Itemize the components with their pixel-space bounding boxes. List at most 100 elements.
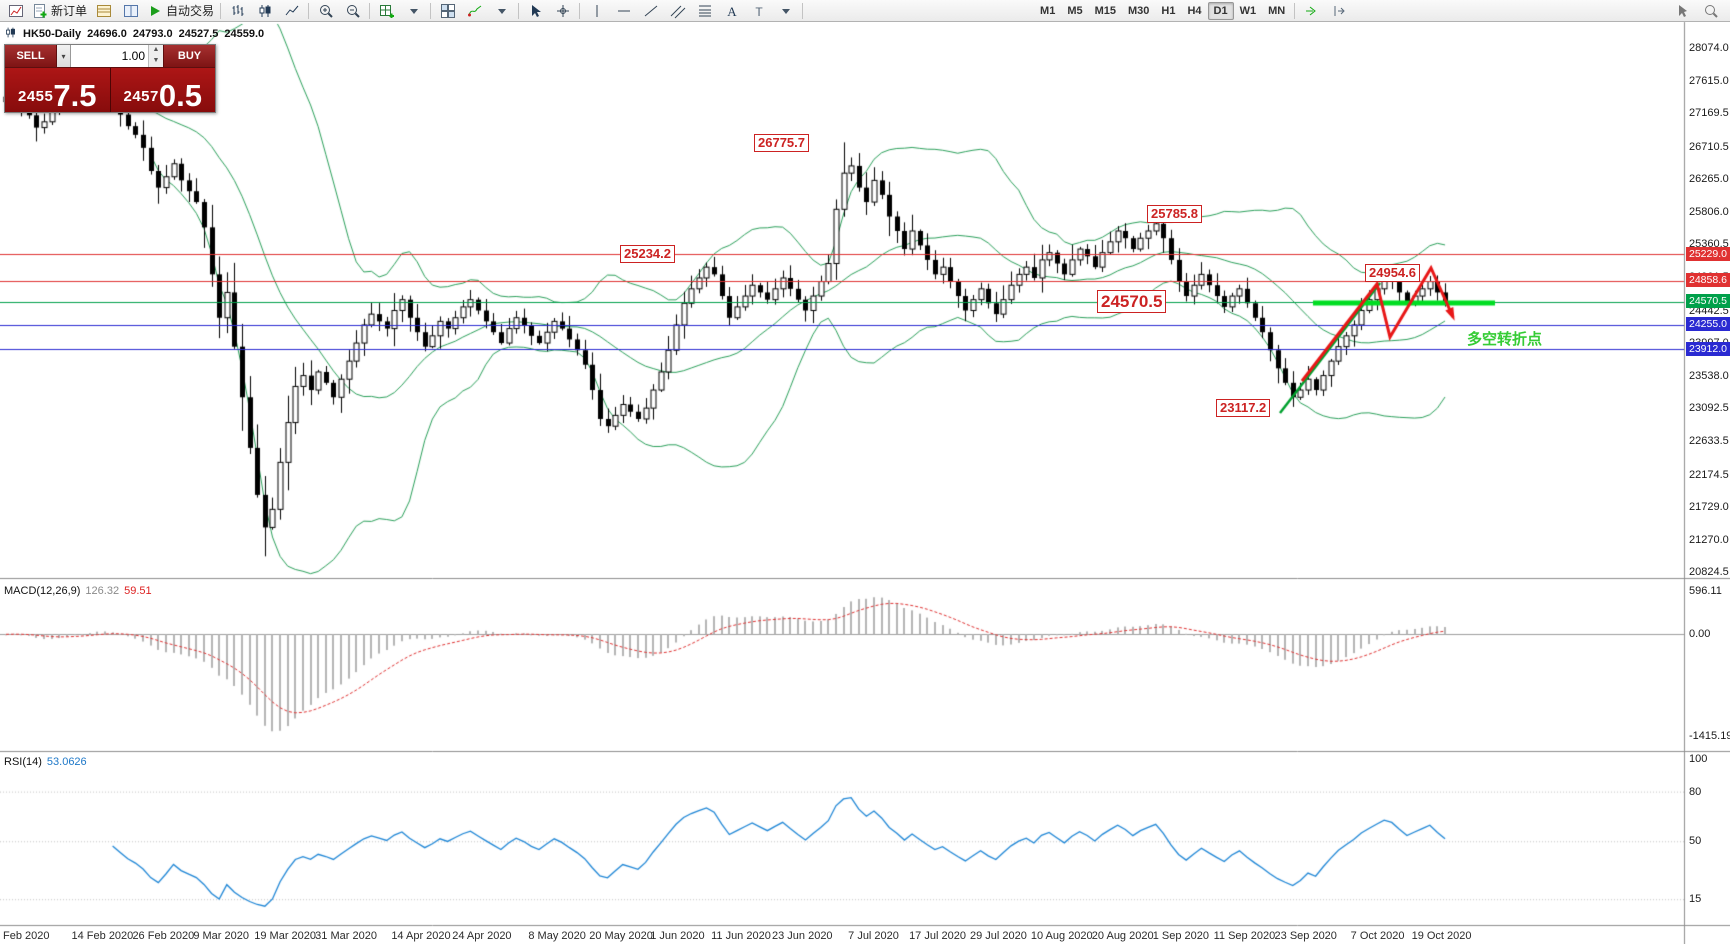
text-label-button[interactable]: T <box>745 0 772 21</box>
buy-button[interactable]: BUY <box>163 45 215 67</box>
timeframe-m1-button[interactable]: M1 <box>1040 4 1056 17</box>
date-label: 10 Aug 2020 <box>1030 930 1093 942</box>
price-tick: 21270.0 <box>1689 533 1729 546</box>
timeframe-h1-button[interactable]: H1 <box>1161 4 1176 17</box>
price-level-badge: 25229.0 <box>1686 246 1730 261</box>
autotrading-icon <box>147 3 163 19</box>
price-label-annotation[interactable]: 25234.2 <box>620 245 675 264</box>
new-order-button[interactable]: 新订单 <box>29 0 90 21</box>
timeframe-m30-button[interactable]: M30 <box>1128 4 1150 17</box>
trendline-button[interactable] <box>637 0 664 21</box>
chart-window-icon[interactable] <box>2 0 29 21</box>
autotrading-button-label: 自动交易 <box>166 4 215 18</box>
zoom-out-button[interactable] <box>339 0 366 21</box>
toolbar-separator <box>579 2 581 19</box>
cursor-icon <box>528 3 544 19</box>
price-label-annotation[interactable]: 24954.6 <box>1365 264 1420 283</box>
autotrading-button[interactable]: 自动交易 <box>144 0 217 21</box>
line-chart-button[interactable] <box>278 0 305 21</box>
indicators-button[interactable] <box>461 0 488 21</box>
price-tick: 26710.5 <box>1689 140 1729 153</box>
fibonacci-button[interactable] <box>691 0 718 21</box>
buy-price-button[interactable]: 2457 0.5 <box>110 68 215 112</box>
volume-decrease-button[interactable]: ▼ <box>149 56 163 67</box>
pointer-button[interactable] <box>1668 0 1695 21</box>
channel-icon <box>670 3 686 19</box>
price-label-annotation[interactable]: 23117.2 <box>1216 399 1271 418</box>
price-level-badge: 24858.6 <box>1686 273 1730 288</box>
sell-button[interactable]: SELL <box>5 45 57 67</box>
indicators-dropdown-button[interactable] <box>488 0 515 21</box>
timeframe-d1-button[interactable]: D1 <box>1207 1 1234 20</box>
price-label-annotation[interactable]: 25785.8 <box>1147 205 1202 224</box>
sell-price-button[interactable]: 2455 7.5 <box>5 68 110 112</box>
chart-window-icon <box>8 3 24 19</box>
text-icon: A <box>724 3 740 19</box>
vertical-line-button[interactable] <box>583 0 610 21</box>
crosshair-button[interactable] <box>549 0 576 21</box>
bull-bear-turning-point-note[interactable]: 多空转折点 <box>1467 331 1543 348</box>
price-label-annotation[interactable]: 26775.7 <box>754 134 809 153</box>
date-label: 23 Jun 2020 <box>772 930 833 942</box>
market-watch-icon <box>96 3 112 19</box>
arrows-dropdown-button[interactable] <box>772 0 799 21</box>
price-tick: 27169.5 <box>1689 107 1729 120</box>
ohlc-close: 24559.0 <box>224 28 265 40</box>
price-level-badge: 24570.5 <box>1686 294 1730 309</box>
volume-input[interactable] <box>71 45 148 67</box>
time-axis[interactable]: Feb 2020 14 Feb 2020 26 Feb 2020 9 Mar 2020… <box>0 926 1684 944</box>
search-button[interactable] <box>1697 0 1724 21</box>
text-button[interactable]: A <box>718 0 745 21</box>
chart-shift-icon <box>1331 3 1347 19</box>
date-label: 24 Apr 2020 <box>452 930 512 942</box>
svg-text:A: A <box>727 4 737 19</box>
tile-windows-button[interactable] <box>434 0 461 21</box>
price-tick: 25806.0 <box>1689 205 1729 218</box>
zoom-in-button[interactable] <box>312 0 339 21</box>
buy-price-prefix: 2457 <box>123 88 159 105</box>
date-label: 23 Sep 2020 <box>1274 930 1337 942</box>
date-label: 20 May 2020 <box>589 930 653 942</box>
new-chart-button[interactable] <box>373 0 400 21</box>
candlestick-chart-button[interactable] <box>251 0 278 21</box>
market-watch-button[interactable] <box>90 0 117 21</box>
rsi-indicator-label: RSI(14) 53.0626 <box>4 756 87 768</box>
auto-scroll-button[interactable] <box>1298 0 1325 21</box>
timeframe-m5-button[interactable]: M5 <box>1067 4 1083 17</box>
profiles-dropdown-button[interactable] <box>400 0 427 21</box>
rsi-name: RSI(14) <box>4 756 42 768</box>
new-order-icon <box>32 3 48 19</box>
timeframe-m15-button[interactable]: M15 <box>1094 4 1116 17</box>
dropdown-icon <box>494 3 510 19</box>
price-tick: 27615.0 <box>1689 75 1729 88</box>
date-label: 20 Aug 2020 <box>1091 930 1154 942</box>
timeframe-mn-button[interactable]: MN <box>1268 4 1286 17</box>
horizontal-line-button[interactable] <box>610 0 637 21</box>
toolbar-separator <box>518 2 520 19</box>
volume-increase-button[interactable]: ▲ <box>149 45 163 56</box>
macd-main-value: 126.32 <box>85 585 120 597</box>
timeframe-h4-button[interactable]: H4 <box>1187 4 1202 17</box>
chart-shift-button[interactable] <box>1325 0 1352 21</box>
bar-chart-icon <box>230 3 246 19</box>
data-window-button[interactable] <box>117 0 144 21</box>
cursor-button[interactable] <box>522 0 549 21</box>
ohlc-open: 24696.0 <box>87 28 127 40</box>
zoom-in-icon <box>318 3 334 19</box>
price-scale[interactable]: 28074.0 27615.0 27169.5 26710.5 26265.0 25806… <box>1684 22 1730 944</box>
date-label: Feb 2020 <box>3 930 50 942</box>
order-type-dropdown[interactable]: ▾ <box>57 45 71 67</box>
zoom-out-icon <box>345 3 361 19</box>
date-label: 14 Apr 2020 <box>391 930 451 942</box>
timeframe-w1-button[interactable]: W1 <box>1239 4 1257 17</box>
price-tick: 22174.5 <box>1689 468 1729 481</box>
price-label-annotation[interactable]: 24570.5 <box>1097 290 1167 314</box>
chart-icon <box>4 26 17 42</box>
macd-name: MACD(12,26,9) <box>4 585 81 597</box>
date-label: 31 Mar 2020 <box>315 930 377 942</box>
toolbar-separator <box>308 2 310 19</box>
channel-button[interactable] <box>664 0 691 21</box>
bar-chart-button[interactable] <box>224 0 251 21</box>
macd-signal-value: 59.51 <box>124 585 152 597</box>
